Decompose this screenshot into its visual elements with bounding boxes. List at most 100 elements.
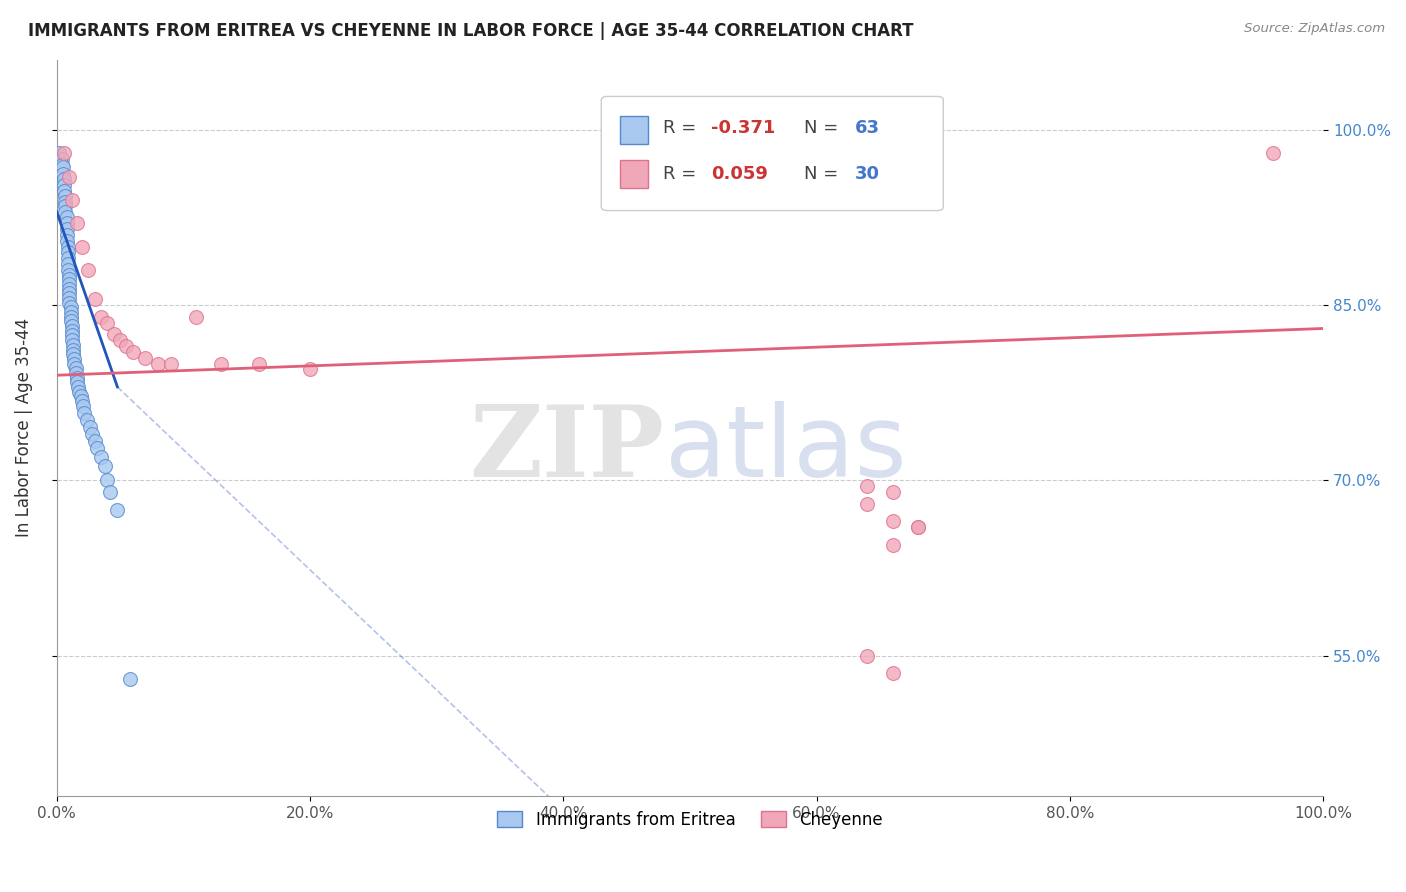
Point <box>882 485 904 500</box>
Point <box>70 394 93 409</box>
Point <box>159 357 181 371</box>
Point <box>70 240 93 254</box>
Point <box>51 158 73 172</box>
Point <box>103 327 125 342</box>
Point <box>882 666 904 681</box>
Point <box>56 252 79 266</box>
Point <box>60 333 83 347</box>
Point <box>53 184 76 198</box>
Point <box>53 146 76 161</box>
Point <box>856 648 879 663</box>
Text: R =: R = <box>664 165 703 183</box>
Point <box>62 338 84 352</box>
Point <box>56 263 79 277</box>
Point <box>108 333 131 347</box>
Point <box>58 286 80 301</box>
Point <box>59 305 82 319</box>
Point <box>73 406 96 420</box>
Point <box>58 169 80 184</box>
Point <box>121 344 143 359</box>
Point <box>146 357 169 371</box>
Point <box>209 357 232 371</box>
Point <box>93 459 115 474</box>
Point <box>53 171 76 186</box>
Point <box>48 146 70 161</box>
Point <box>58 268 80 282</box>
Point <box>882 538 904 552</box>
Point <box>96 316 118 330</box>
Point <box>298 362 321 376</box>
Point <box>120 672 142 686</box>
Point <box>90 310 112 324</box>
Point <box>66 376 89 390</box>
Point <box>90 450 112 464</box>
Point <box>67 380 90 394</box>
Point <box>98 485 121 500</box>
Text: R =: R = <box>664 120 703 137</box>
Point <box>60 328 83 343</box>
Point <box>58 272 80 286</box>
Point <box>52 167 75 181</box>
Point <box>59 314 82 328</box>
Point <box>66 370 89 384</box>
Text: 63: 63 <box>855 120 880 137</box>
Point <box>58 277 80 291</box>
Point <box>59 301 82 315</box>
Point <box>907 520 929 534</box>
Point <box>62 343 84 357</box>
Point <box>247 357 270 371</box>
Text: Source: ZipAtlas.com: Source: ZipAtlas.com <box>1244 22 1385 36</box>
Point <box>184 310 207 324</box>
Text: atlas: atlas <box>665 401 907 499</box>
Point <box>60 324 83 338</box>
Text: N =: N = <box>804 165 844 183</box>
Point <box>907 520 929 534</box>
FancyBboxPatch shape <box>620 161 648 188</box>
Point <box>62 347 84 361</box>
Point <box>58 282 80 296</box>
Point <box>65 361 87 376</box>
Point <box>69 389 91 403</box>
Point <box>55 222 77 236</box>
Text: -0.371: -0.371 <box>711 120 776 137</box>
Point <box>96 474 118 488</box>
FancyBboxPatch shape <box>620 116 648 145</box>
Point <box>79 419 101 434</box>
Point <box>1261 146 1284 161</box>
Point <box>134 351 156 365</box>
Point <box>86 441 108 455</box>
Point <box>80 426 103 441</box>
Point <box>56 257 79 271</box>
Point <box>58 295 80 310</box>
Point <box>55 204 77 219</box>
Point <box>56 245 79 260</box>
Point <box>55 234 77 248</box>
Point <box>55 211 77 225</box>
Point <box>58 291 80 305</box>
Point <box>55 216 77 230</box>
Point <box>55 189 77 203</box>
Point <box>72 399 94 413</box>
Point <box>59 310 82 324</box>
Point <box>76 412 98 426</box>
Point <box>51 152 73 166</box>
Point <box>55 195 77 210</box>
Point <box>55 227 77 242</box>
Point <box>55 199 77 213</box>
Point <box>856 479 879 493</box>
Text: N =: N = <box>804 120 844 137</box>
Point <box>856 497 879 511</box>
Point <box>115 339 138 353</box>
Point <box>77 263 100 277</box>
Point <box>63 351 86 366</box>
Point <box>67 384 90 399</box>
Point <box>63 357 86 371</box>
Point <box>66 216 89 230</box>
Text: ZIP: ZIP <box>470 401 665 499</box>
Point <box>882 514 904 528</box>
Point <box>107 502 129 516</box>
FancyBboxPatch shape <box>602 96 943 211</box>
Point <box>83 434 105 448</box>
Point <box>52 160 75 174</box>
Text: 30: 30 <box>855 165 880 183</box>
